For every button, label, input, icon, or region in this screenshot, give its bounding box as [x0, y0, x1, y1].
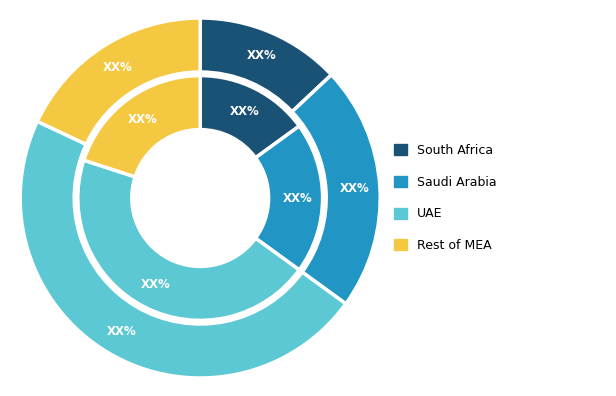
Text: XX%: XX%	[247, 50, 277, 63]
Wedge shape	[78, 160, 299, 320]
Wedge shape	[84, 76, 200, 177]
Wedge shape	[256, 126, 323, 270]
Wedge shape	[38, 18, 200, 145]
Text: XX%: XX%	[102, 61, 132, 74]
Text: XX%: XX%	[107, 325, 136, 338]
Text: XX%: XX%	[141, 278, 171, 291]
Text: XX%: XX%	[229, 105, 259, 118]
Wedge shape	[200, 18, 331, 112]
Text: XX%: XX%	[128, 113, 158, 126]
Legend: South Africa, Saudi Arabia, UAE, Rest of MEA: South Africa, Saudi Arabia, UAE, Rest of…	[394, 144, 496, 252]
Text: XX%: XX%	[340, 182, 370, 195]
Wedge shape	[20, 121, 346, 378]
Wedge shape	[292, 75, 380, 304]
Text: XX%: XX%	[283, 192, 312, 204]
Wedge shape	[200, 76, 299, 158]
